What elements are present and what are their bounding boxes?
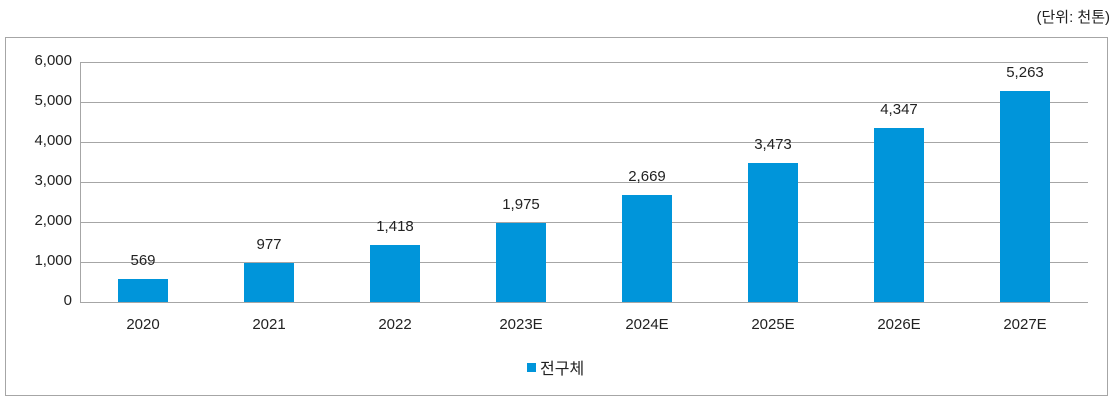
y-tick-label: 1,000 (34, 252, 72, 269)
y-tick-label: 0 (63, 292, 72, 309)
data-label: 1,975 (502, 196, 540, 213)
data-label: 977 (256, 235, 282, 253)
y-tick-label: 2,000 (34, 212, 72, 229)
y-tick-label: 3,000 (34, 172, 72, 189)
bar-2020 (118, 279, 168, 302)
legend-label: 전구체 (540, 361, 585, 378)
gridline (80, 222, 1088, 223)
plot-area: 569 977 1,418 1,975 2,669 3,473 4,347 5,263 (80, 62, 1088, 303)
bar-2027E (1000, 91, 1050, 302)
x-tick-label: 2024E (625, 316, 669, 333)
data-label: 3,473 (754, 136, 792, 154)
x-tick-label: 2027E (1003, 316, 1047, 333)
bar-2025E (748, 163, 798, 302)
data-label: 569 (130, 252, 156, 270)
gridline (80, 302, 1088, 303)
gridline (80, 182, 1088, 183)
gridline (80, 262, 1088, 263)
data-label: 4,347 (880, 101, 918, 119)
legend-swatch-icon (527, 362, 536, 372)
x-tick-label: 2025E (751, 316, 795, 333)
x-tick-label: 2022 (378, 316, 412, 333)
data-label: 2,669 (628, 168, 666, 186)
gridline (80, 142, 1088, 143)
unit-label: (단위: 천톤) (1036, 9, 1110, 26)
bar-2024E (622, 195, 672, 302)
legend: 전구체 (527, 355, 584, 379)
data-label: 1,418 (376, 218, 414, 236)
x-tick-label: 2020 (126, 316, 160, 333)
gridline (80, 102, 1088, 103)
bar-2021 (244, 262, 294, 302)
y-tick-label: 6,000 (34, 52, 72, 69)
data-label: 5,263 (1006, 64, 1044, 82)
bar-2026E (874, 128, 924, 302)
x-tick-label: 2026E (877, 316, 921, 333)
chart-frame (5, 37, 1108, 396)
y-tick-label: 4,000 (34, 132, 72, 149)
bar-2023E (496, 223, 546, 302)
x-tick-label: 2023E (499, 316, 543, 333)
y-tick-label: 5,000 (34, 92, 72, 109)
x-tick-label: 2021 (252, 316, 286, 333)
bar-2022 (370, 245, 420, 302)
gridline (80, 62, 1088, 63)
